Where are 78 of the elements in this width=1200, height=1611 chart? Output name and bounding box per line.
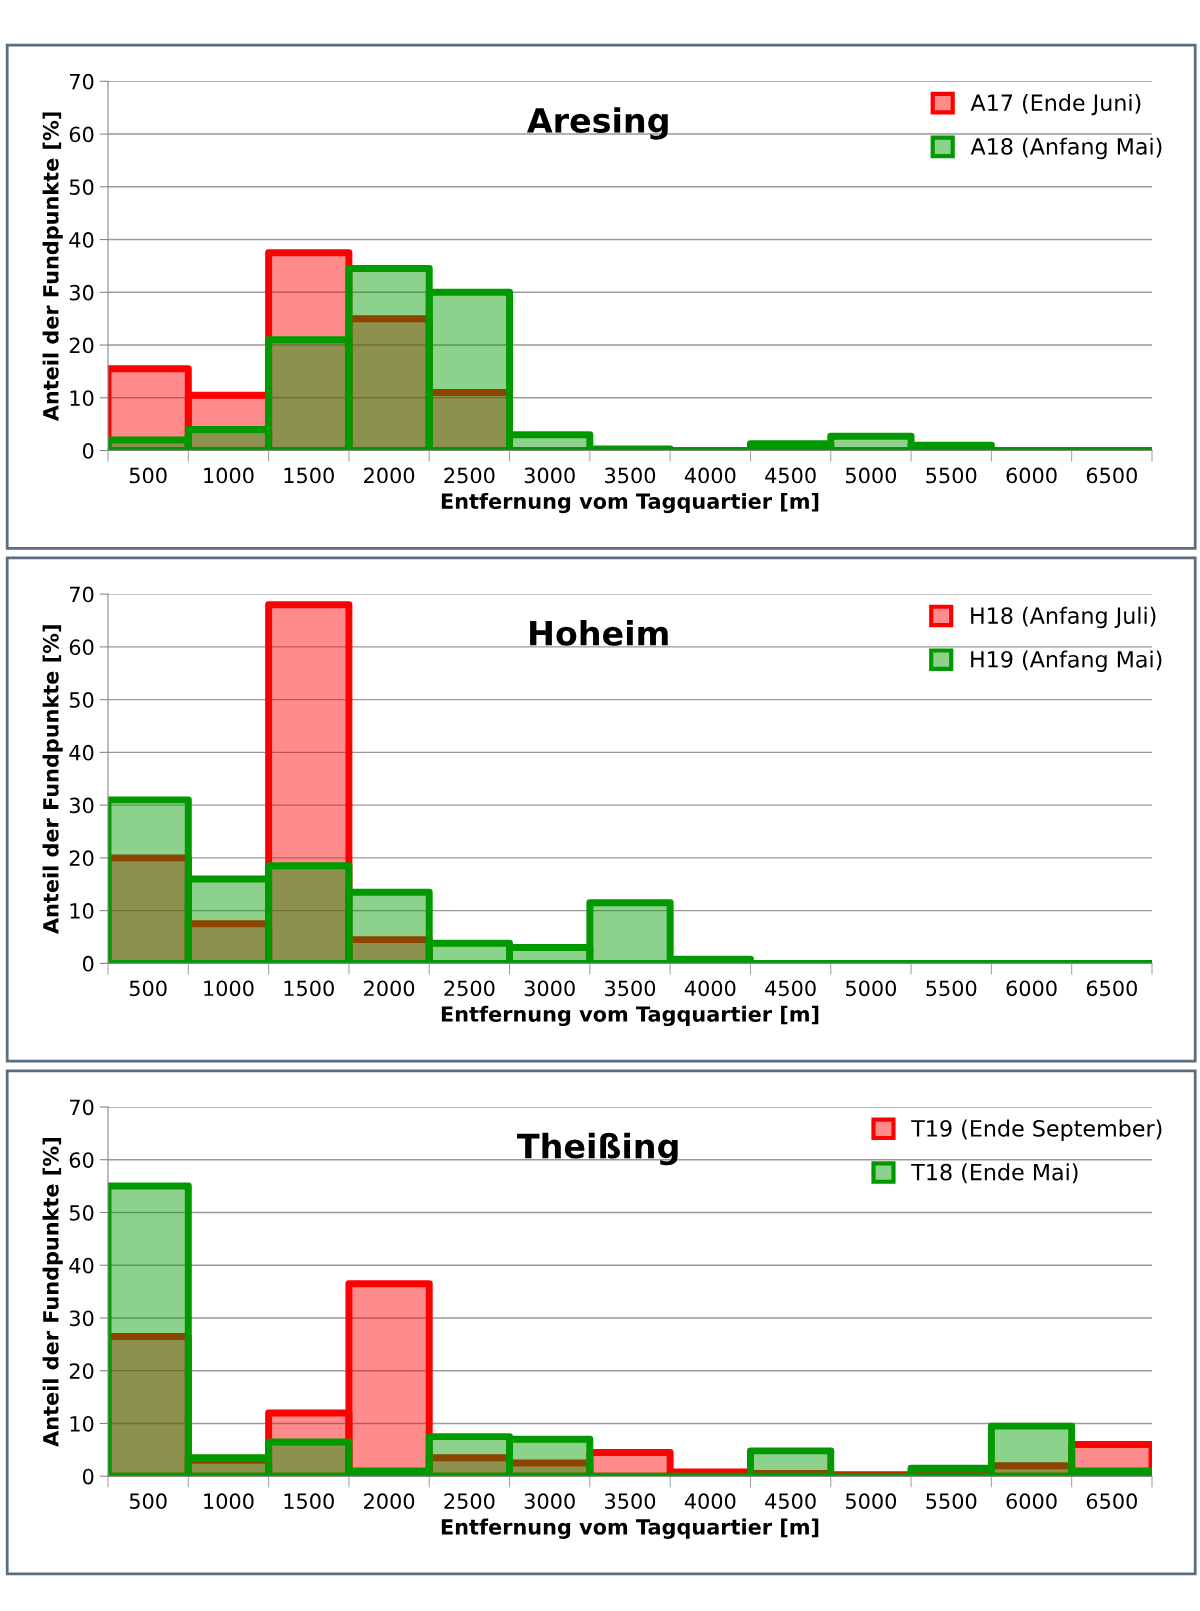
x-tick-label: 1500 [284,1493,334,1510]
x-tick-label: 3500 [605,980,656,997]
x-tick-label: 3500 [605,467,656,484]
x-tick-label: 1500 [284,980,334,997]
y-tick-label: 50 [69,1204,94,1221]
y-axis-title: Anteil der Fundpunkte [%] [42,1138,63,1447]
x-tick-label: 5500 [926,980,977,997]
x-tick-label: 4000 [684,467,736,484]
x-tick-label: 2000 [364,980,415,997]
x-axis-title: Entfernung vom Tagquartier [m] [441,1518,819,1539]
y-tick-label: 60 [69,1152,94,1168]
y-tick-label: 20 [69,337,94,354]
y-tick-label: 0 [82,443,94,459]
x-tick-label: 6500 [1086,1493,1137,1510]
x-tick-label: 1000 [204,1493,254,1510]
y-tick-label: 60 [69,126,94,143]
y-tick-label: 0 [82,955,94,972]
x-tick-label: 4500 [765,1493,816,1510]
text: Aresing [526,107,668,140]
x-tick-label: 500 [129,980,167,997]
x-axis-title: Entfernung vom Tagquartier [m] [441,492,819,514]
y-tick-label: 50 [69,179,94,196]
x-tick-label: 5500 [926,1493,977,1510]
x-tick-label: 4500 [765,467,816,484]
x-tick-label: 2500 [444,980,495,997]
legend-label: A17 (Ende Juni) [970,93,1141,116]
x-tick-label: 5500 [926,467,977,484]
y-tick-label: 50 [69,692,94,708]
x-tick-label: 1500 [284,467,334,484]
y-tick-label: 30 [69,284,94,301]
x-tick-label: 4500 [765,980,816,997]
x-tick-label: 4000 [684,980,736,997]
x-tick-label: 3500 [605,1493,656,1510]
x-tick-label: 3000 [524,980,575,997]
x-tick-label: 1000 [204,980,254,997]
y-tick-label: 70 [70,586,94,603]
y-tick-label: 0 [82,1468,94,1485]
x-tick-label: 2500 [444,467,495,484]
legend-label: T18 (Ende Mai) [911,1163,1078,1184]
legend-label: A18 (Anfang Mai) [970,137,1162,160]
y-tick-label: 30 [69,797,94,814]
y-tick-label: 70 [70,73,94,90]
text: Theißing [517,1132,678,1166]
y-tick-label: 30 [69,1310,94,1327]
y-tick-label: 40 [69,232,94,248]
x-tick-label: 6000 [1006,980,1057,997]
y-axis-title: Anteil der Fundpunkte [%] [42,112,63,422]
x-tick-label: 3000 [524,1493,575,1510]
text: Hoheim [530,619,668,646]
y-tick-label: 60 [69,639,94,656]
x-tick-label: 6500 [1086,980,1137,997]
x-tick-label: 6500 [1086,467,1137,484]
x-tick-label: 5000 [846,1493,897,1510]
x-tick-label: 2000 [364,467,415,484]
legend-label: T19 (Ende September) [911,1119,1162,1142]
x-tick-label: 500 [129,1493,167,1510]
x-tick-label: 500 [129,467,167,484]
x-tick-label: 4000 [684,1493,736,1510]
x-tick-label: 1000 [204,467,254,484]
y-tick-label: 20 [69,1363,94,1379]
y-tick-label: 20 [69,850,94,867]
y-tick-label: 10 [70,1415,94,1432]
x-tick-label: 5000 [846,467,897,484]
y-tick-label: 70 [70,1099,94,1116]
y-axis-title: Anteil der Fundpunkte [%] [42,625,63,934]
x-tick-label: 3000 [524,467,575,484]
x-tick-label: 2500 [444,1493,495,1510]
x-tick-label: 6000 [1006,1493,1057,1510]
x-tick-label: 5000 [846,980,897,997]
y-tick-label: 10 [70,390,94,407]
y-tick-label: 10 [70,903,94,919]
x-tick-label: 6000 [1006,467,1057,484]
x-axis-title: Entfernung vom Tagquartier [m] [441,1005,819,1027]
legend-label: H18 (Anfang Juli) [971,606,1156,629]
y-tick-label: 40 [69,1257,94,1274]
y-tick-label: 40 [69,744,94,761]
legend-label: H19 (Anfang Mai) [971,650,1162,672]
x-tick-label: 2000 [364,1493,415,1510]
